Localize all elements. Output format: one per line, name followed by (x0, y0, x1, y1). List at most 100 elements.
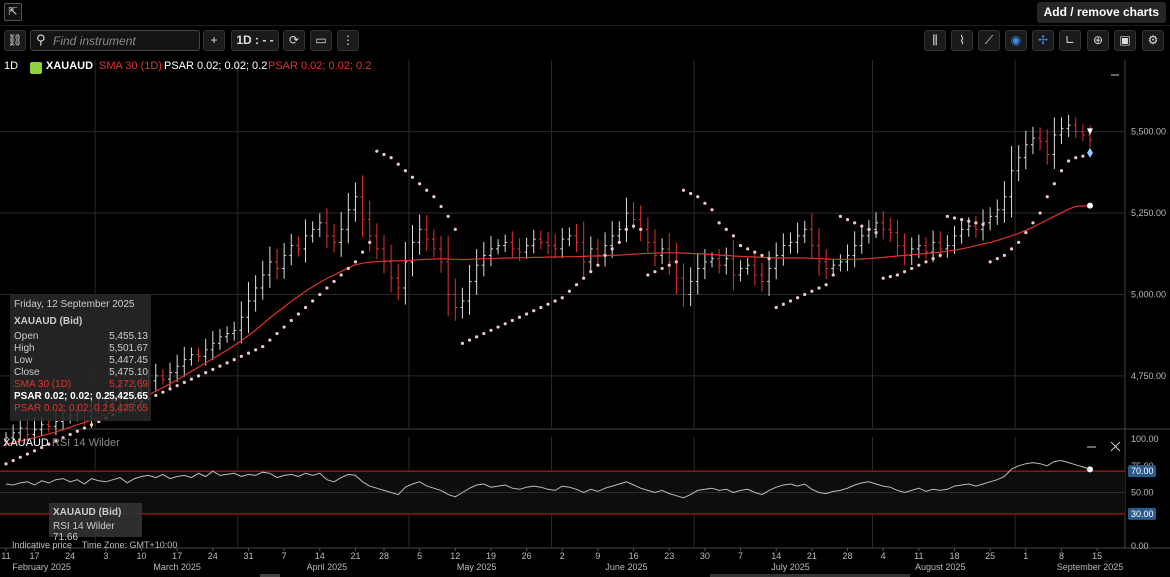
crosshair-icon[interactable]: ✢ (1032, 30, 1054, 51)
psar-dot (710, 208, 714, 212)
x-tick-label: 8 (1059, 551, 1064, 561)
candle-chart-icon[interactable]: ⌇ (951, 30, 973, 51)
candle (460, 287, 465, 319)
psar-dot (218, 364, 222, 368)
rsi-line (5, 459, 1091, 499)
candle (275, 249, 279, 280)
psar-dot (639, 227, 643, 231)
legend-psar-1[interactable]: PSAR 0.02; 0.02; 0.2 (164, 60, 268, 72)
candle (824, 249, 829, 280)
psar-dot (553, 299, 557, 303)
more-vertical-icon[interactable]: ⋮ (337, 30, 359, 51)
psar-dot (432, 195, 436, 199)
candle (1059, 117, 1064, 145)
legend-psar-2[interactable]: PSAR 0.02; 0.02; 0.2 (268, 60, 372, 72)
psar-dot (368, 240, 372, 244)
candle (888, 218, 893, 243)
candle (253, 275, 258, 312)
candle (1038, 127, 1043, 151)
psar-dot (853, 221, 857, 225)
candle (902, 233, 907, 266)
refresh-icon[interactable]: ⟳ (283, 30, 305, 51)
x-tick-label: 23 (664, 551, 674, 561)
psar-dot (254, 348, 258, 352)
candle (439, 235, 444, 273)
psar-dot (596, 263, 600, 267)
rsi-tooltip-value: RSI 14 Wilder 71.66 (53, 521, 115, 543)
draw-line-icon[interactable]: ⟋ (978, 30, 1000, 51)
psar-dot (318, 292, 322, 297)
candle (553, 234, 558, 259)
candle (610, 221, 615, 258)
psar-dot (410, 175, 415, 179)
candle (467, 264, 472, 315)
x-tick-label: 21 (350, 551, 360, 561)
camera-icon[interactable]: ▣ (1114, 30, 1136, 51)
bar-chart-icon[interactable]: ⫼ (924, 30, 946, 51)
rsi-tick-label: 0.00 (1131, 541, 1149, 551)
candle (674, 242, 679, 295)
psar-dot (47, 442, 51, 446)
rsi-tooltip: XAUAUD (Bid) RSI 14 Wilder 71.66 (49, 503, 142, 543)
add-remove-charts-button[interactable]: Add / remove charts (1036, 2, 1166, 23)
link-icon[interactable]: ⛓ (4, 30, 26, 51)
x-tick-label: 11 (914, 551, 923, 561)
psar-dot (246, 351, 251, 355)
candle (510, 231, 515, 259)
x-tick-label: 10 (136, 551, 146, 561)
candle (560, 228, 565, 259)
candle (225, 326, 230, 343)
chart-type-icon[interactable]: ▭ (310, 30, 332, 51)
x-tick-label: 24 (208, 551, 218, 561)
psar-dot (1067, 159, 1071, 163)
psar-dot (11, 458, 15, 463)
psar-dot (460, 341, 465, 345)
psar-dot (261, 344, 265, 349)
rsi-level-label: 30.00 (1131, 509, 1154, 519)
legend-symbol[interactable]: XAUAUD (46, 60, 94, 72)
candle (945, 235, 950, 258)
legend-sma[interactable]: SMA 30 (1D) (99, 60, 162, 72)
add-button[interactable]: + (203, 30, 225, 51)
rsi-symbol[interactable]: XAUAUD (3, 437, 49, 449)
sma-last-point (1087, 202, 1093, 209)
candle (988, 207, 993, 231)
candle (417, 214, 422, 255)
candle (809, 213, 814, 259)
psar-dot (1045, 195, 1049, 199)
candle (1073, 117, 1078, 139)
candle (546, 232, 550, 255)
candle (845, 244, 850, 272)
price-tick-label: 5,000.00 (1131, 289, 1166, 299)
timeframe-button[interactable]: 1D : - - (231, 30, 279, 51)
psar-dot (831, 273, 835, 277)
candle (4, 431, 8, 446)
candle (752, 252, 757, 286)
rsi-label[interactable]: RSI 14 Wilder (51, 437, 120, 449)
x-tick-label: 24 (65, 551, 75, 561)
psar-dot (446, 214, 450, 218)
candle (232, 321, 237, 341)
zoom-icon[interactable]: ⊕ (1087, 30, 1109, 51)
x-tick-label: 2 (560, 551, 565, 561)
find-instrument-input[interactable] (53, 32, 195, 49)
eye-icon[interactable]: ◉ (1005, 30, 1027, 51)
candle (959, 219, 964, 244)
candle (310, 221, 315, 243)
psar-dot (268, 338, 272, 342)
psar-dot (1081, 154, 1085, 158)
export-icon[interactable]: ⇱ (4, 3, 22, 21)
indicator-icon[interactable]: ∟ (1059, 30, 1081, 51)
candle (239, 301, 244, 344)
candle (881, 210, 886, 240)
settings-icon[interactable]: ⚙ (1142, 30, 1164, 51)
candle (374, 223, 379, 260)
candle (317, 213, 322, 238)
psar-dot (532, 309, 536, 313)
psar-dot (1059, 169, 1064, 173)
psar-dot (489, 328, 493, 332)
candle (32, 417, 37, 445)
candle (717, 248, 722, 274)
tooltip-row-low: Low 5,447.45 (14, 355, 148, 366)
